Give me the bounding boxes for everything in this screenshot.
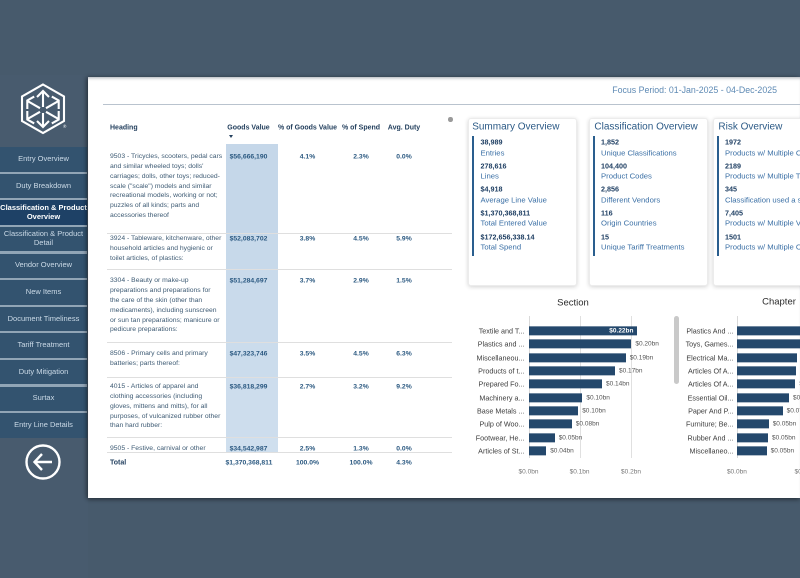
svg-text:®: ®	[63, 123, 67, 129]
